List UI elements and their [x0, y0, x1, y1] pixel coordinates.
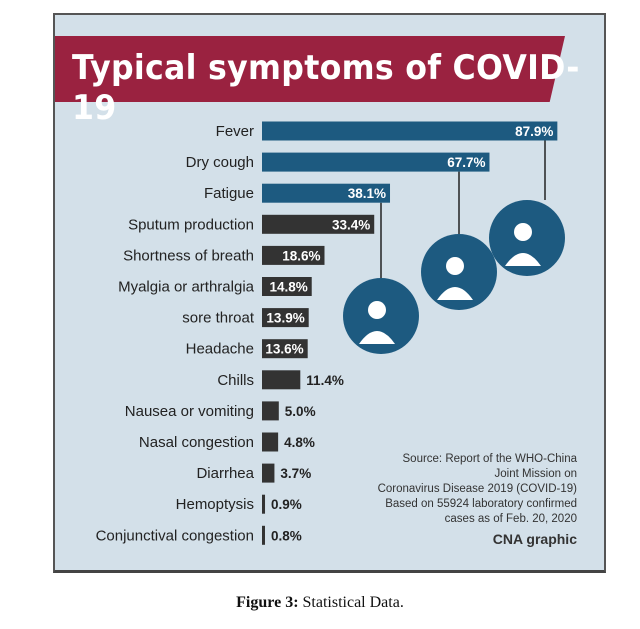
caption-text: Statistical Data. — [298, 594, 404, 611]
category-label: Dry cough — [186, 154, 254, 171]
data-label: 38.1% — [348, 186, 386, 201]
data-label: 5.0% — [285, 404, 316, 419]
category-label: Headache — [186, 341, 254, 358]
data-label: 13.6% — [265, 342, 303, 357]
data-label: 0.8% — [271, 528, 302, 543]
caption-label: Figure 3: — [236, 594, 299, 611]
category-label: Chills — [217, 372, 254, 389]
bar — [262, 121, 558, 141]
category-label: Nasal congestion — [139, 434, 254, 451]
data-label: 0.9% — [271, 497, 302, 512]
bar — [262, 525, 265, 545]
source-note: Source: Report of the WHO-China Joint Mi… — [378, 452, 577, 527]
source-line: Joint Mission on — [494, 468, 577, 480]
category-label: Diarrhea — [196, 465, 254, 482]
bar — [262, 277, 312, 296]
bar — [262, 494, 266, 514]
infographic-frame — [53, 13, 606, 573]
data-label: 13.9% — [266, 311, 304, 326]
bar — [262, 401, 279, 421]
category-label: Hemoptysis — [176, 496, 254, 513]
credit: CNA graphic — [492, 531, 577, 547]
tired-person-at-desk-icon — [343, 278, 419, 354]
coughing-person-icon — [489, 200, 565, 276]
bar — [262, 370, 301, 390]
bar — [262, 432, 279, 452]
data-label: 67.7% — [447, 155, 485, 170]
data-label: 11.4% — [306, 373, 344, 388]
bar — [262, 245, 325, 265]
bar — [262, 339, 308, 359]
bar — [262, 308, 309, 328]
category-label: Nausea or vomiting — [125, 403, 254, 420]
data-label: 33.4% — [332, 217, 370, 232]
category-label: Fatigue — [204, 185, 254, 202]
category-label: sore throat — [182, 310, 255, 327]
title-banner — [55, 36, 565, 102]
source-line: Coronavirus Disease 2019 (COVID-19) — [377, 483, 577, 495]
source-line: Based on 55924 laboratory confirmed — [385, 498, 577, 510]
sneezing-person-icon — [421, 234, 497, 310]
data-label: 14.8% — [269, 280, 307, 295]
data-label: 18.6% — [282, 248, 320, 263]
data-label: 87.9% — [515, 124, 553, 139]
source-line: Source: Report of the WHO-China — [402, 453, 578, 465]
figure-caption: Figure 3: Statistical Data. — [0, 594, 640, 612]
bar — [262, 463, 275, 483]
bar — [262, 183, 391, 203]
category-label: Fever — [216, 123, 254, 140]
chart-title: Typical symptoms of COVID-19 — [72, 48, 580, 128]
category-label: Myalgia or arthralgia — [118, 279, 255, 296]
category-label: Sputum production — [128, 216, 254, 233]
bar — [262, 214, 375, 234]
category-label: Shortness of breath — [123, 247, 254, 264]
source-line: cases as of Feb. 20, 2020 — [444, 513, 577, 525]
bar — [262, 152, 490, 172]
category-label: Conjunctival congestion — [96, 527, 254, 544]
data-label: 4.8% — [284, 435, 315, 450]
data-label: 3.7% — [280, 466, 311, 481]
